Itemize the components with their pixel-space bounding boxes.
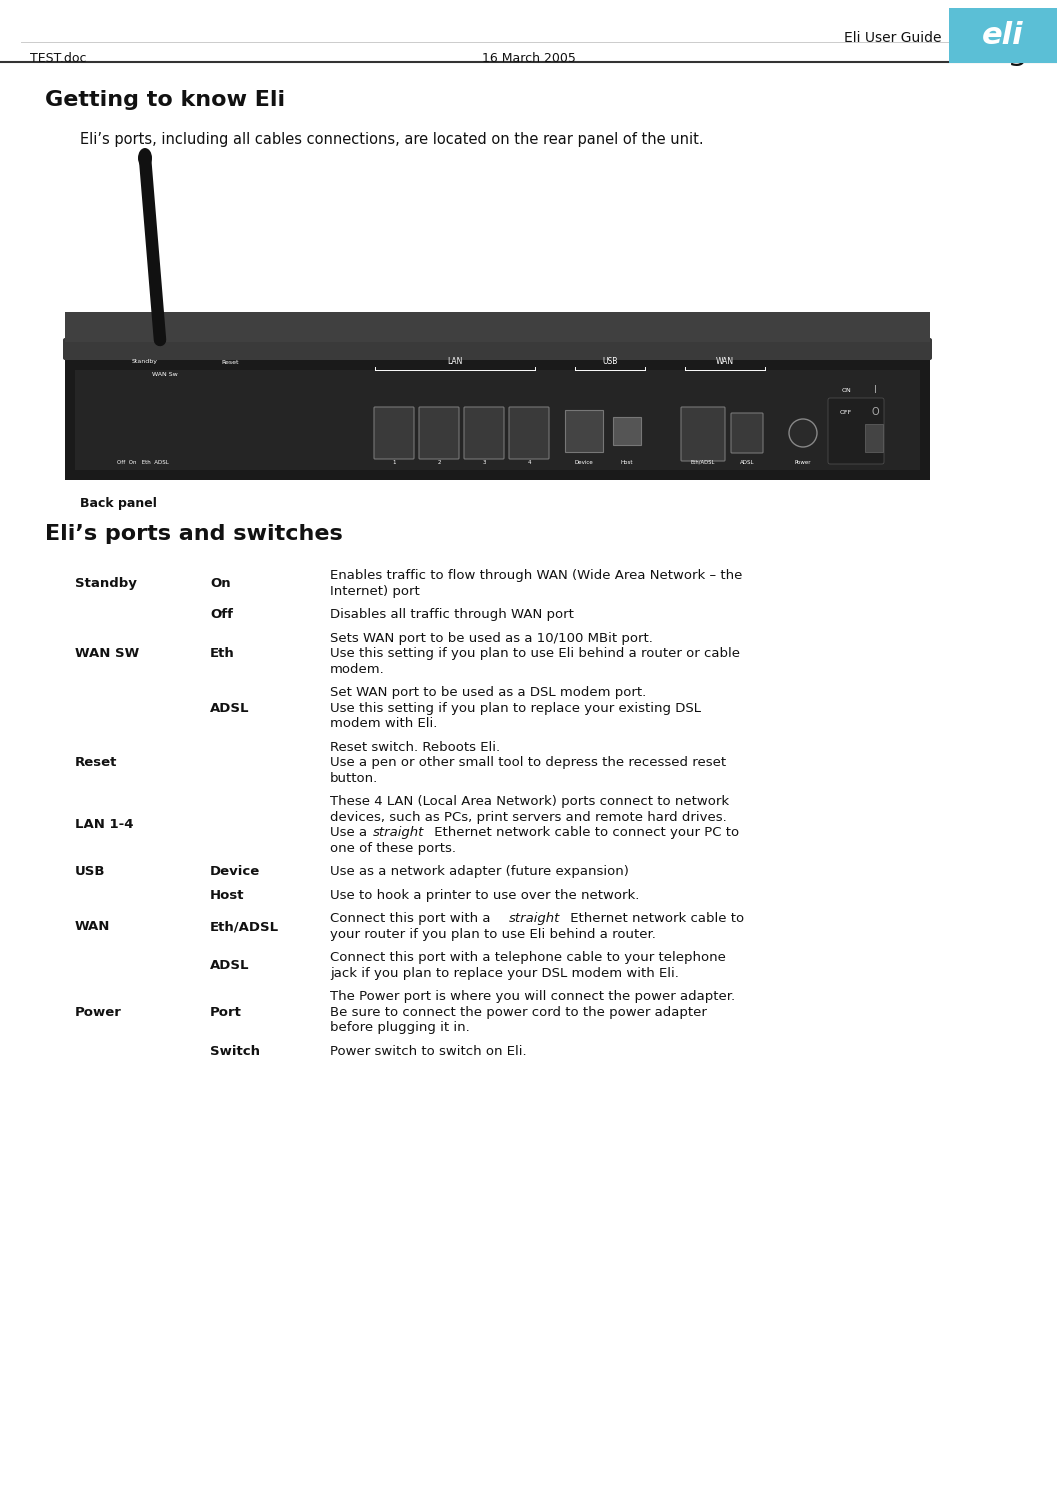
Text: Port: Port bbox=[210, 1006, 242, 1018]
Text: Switch: Switch bbox=[210, 1045, 260, 1058]
Text: Eli User Guide: Eli User Guide bbox=[845, 31, 942, 45]
Text: Set WAN port to be used as a DSL modem port.: Set WAN port to be used as a DSL modem p… bbox=[330, 686, 646, 700]
Text: WAN: WAN bbox=[716, 357, 734, 366]
Text: Sets WAN port to be used as a 10/100 MBit port.: Sets WAN port to be used as a 10/100 MBi… bbox=[330, 632, 653, 644]
FancyBboxPatch shape bbox=[681, 407, 725, 460]
Text: before plugging it in.: before plugging it in. bbox=[330, 1021, 469, 1035]
Bar bbox=[75, 369, 920, 469]
Text: Standby: Standby bbox=[75, 577, 136, 591]
Ellipse shape bbox=[138, 148, 152, 167]
Text: Eth/ADSL: Eth/ADSL bbox=[210, 919, 279, 933]
Text: Off: Off bbox=[210, 608, 233, 622]
FancyBboxPatch shape bbox=[464, 407, 504, 459]
Text: TEST.doc: TEST.doc bbox=[30, 51, 87, 64]
Text: Reset switch. Reboots Eli.: Reset switch. Reboots Eli. bbox=[330, 740, 500, 753]
Text: Reset: Reset bbox=[75, 756, 117, 770]
Text: WAN SW: WAN SW bbox=[75, 647, 140, 661]
Text: devices, such as PCs, print servers and remote hard drives.: devices, such as PCs, print servers and … bbox=[330, 810, 727, 824]
Text: LAN: LAN bbox=[447, 357, 463, 366]
Text: 4: 4 bbox=[527, 459, 531, 465]
Text: Use this setting if you plan to replace your existing DSL: Use this setting if you plan to replace … bbox=[330, 701, 701, 715]
Circle shape bbox=[789, 419, 817, 447]
Text: Disables all traffic through WAN port: Disables all traffic through WAN port bbox=[330, 608, 574, 622]
Text: Eli’s ports and switches: Eli’s ports and switches bbox=[45, 525, 342, 544]
Text: Ethernet network cable to: Ethernet network cable to bbox=[565, 912, 744, 925]
Text: Eli’s ports, including all cables connections, are located on the rear panel of : Eli’s ports, including all cables connec… bbox=[80, 132, 704, 147]
Text: ADSL: ADSL bbox=[210, 958, 249, 972]
Text: Internet) port: Internet) port bbox=[330, 585, 420, 598]
Text: These 4 LAN (Local Area Network) ports connect to network: These 4 LAN (Local Area Network) ports c… bbox=[330, 795, 729, 809]
Text: 3: 3 bbox=[1009, 43, 1027, 72]
Text: O: O bbox=[871, 407, 878, 417]
FancyBboxPatch shape bbox=[828, 398, 884, 463]
Text: Enables traffic to flow through WAN (Wide Area Network – the: Enables traffic to flow through WAN (Wid… bbox=[330, 570, 742, 582]
Text: Off  On   Eth  ADSL: Off On Eth ADSL bbox=[117, 459, 169, 465]
Text: Host: Host bbox=[210, 888, 244, 901]
Text: Be sure to connect the power cord to the power adapter: Be sure to connect the power cord to the… bbox=[330, 1006, 707, 1018]
Bar bbox=[865, 425, 883, 451]
Text: OFF: OFF bbox=[840, 410, 852, 414]
Text: Power switch to switch on Eli.: Power switch to switch on Eli. bbox=[330, 1045, 526, 1058]
Text: modem.: modem. bbox=[330, 662, 385, 676]
FancyBboxPatch shape bbox=[949, 7, 1057, 63]
Text: 2: 2 bbox=[438, 459, 441, 465]
Text: ON: ON bbox=[841, 387, 851, 393]
FancyBboxPatch shape bbox=[731, 413, 763, 453]
Text: USB: USB bbox=[602, 357, 617, 366]
Text: Eth: Eth bbox=[210, 647, 235, 661]
Text: Use as a network adapter (future expansion): Use as a network adapter (future expansi… bbox=[330, 866, 629, 878]
Text: WAN Sw: WAN Sw bbox=[152, 371, 178, 377]
Text: eli: eli bbox=[982, 21, 1024, 49]
Text: Device: Device bbox=[210, 866, 260, 878]
Bar bbox=[64, 312, 930, 342]
Text: Use a: Use a bbox=[330, 827, 371, 839]
Text: Power: Power bbox=[75, 1006, 122, 1018]
FancyBboxPatch shape bbox=[419, 407, 459, 459]
Text: Connect this port with a: Connect this port with a bbox=[330, 912, 495, 925]
Text: straight: straight bbox=[373, 827, 424, 839]
Text: LAN 1-4: LAN 1-4 bbox=[75, 818, 133, 831]
Text: Ethernet network cable to connect your PC to: Ethernet network cable to connect your P… bbox=[430, 827, 739, 839]
Text: 1: 1 bbox=[392, 459, 395, 465]
Text: Standby: Standby bbox=[132, 359, 157, 365]
Text: Getting to know Eli: Getting to know Eli bbox=[45, 90, 285, 111]
FancyBboxPatch shape bbox=[374, 407, 414, 459]
Text: On: On bbox=[210, 577, 230, 591]
Text: USB: USB bbox=[75, 866, 106, 878]
FancyBboxPatch shape bbox=[613, 417, 641, 446]
Text: ADSL: ADSL bbox=[210, 701, 249, 715]
FancyBboxPatch shape bbox=[565, 410, 602, 451]
Text: your router if you plan to use Eli behind a router.: your router if you plan to use Eli behin… bbox=[330, 928, 656, 940]
Text: Back panel: Back panel bbox=[80, 496, 156, 510]
Text: Use to hook a printer to use over the network.: Use to hook a printer to use over the ne… bbox=[330, 888, 639, 901]
Text: Eth/ADSL: Eth/ADSL bbox=[691, 459, 716, 465]
Text: Power: Power bbox=[795, 459, 812, 465]
Text: straight: straight bbox=[508, 912, 560, 925]
Text: jack if you plan to replace your DSL modem with Eli.: jack if you plan to replace your DSL mod… bbox=[330, 967, 679, 979]
Text: button.: button. bbox=[330, 771, 378, 785]
Text: Reset: Reset bbox=[221, 359, 239, 365]
Text: ADSL: ADSL bbox=[740, 459, 755, 465]
FancyBboxPatch shape bbox=[64, 339, 930, 480]
FancyBboxPatch shape bbox=[509, 407, 549, 459]
Text: I: I bbox=[873, 386, 876, 395]
Text: 16 March 2005: 16 March 2005 bbox=[482, 51, 575, 64]
Text: The Power port is where you will connect the power adapter.: The Power port is where you will connect… bbox=[330, 990, 735, 1003]
Text: one of these ports.: one of these ports. bbox=[330, 842, 456, 855]
Text: Device: Device bbox=[575, 459, 593, 465]
Text: modem with Eli.: modem with Eli. bbox=[330, 718, 438, 730]
Text: Use this setting if you plan to use Eli behind a router or cable: Use this setting if you plan to use Eli … bbox=[330, 647, 740, 661]
Text: 3: 3 bbox=[482, 459, 486, 465]
Text: WAN: WAN bbox=[75, 919, 110, 933]
Text: Host: Host bbox=[620, 459, 633, 465]
Text: Use a pen or other small tool to depress the recessed reset: Use a pen or other small tool to depress… bbox=[330, 756, 726, 770]
Text: Connect this port with a telephone cable to your telephone: Connect this port with a telephone cable… bbox=[330, 951, 726, 964]
FancyBboxPatch shape bbox=[63, 338, 932, 360]
